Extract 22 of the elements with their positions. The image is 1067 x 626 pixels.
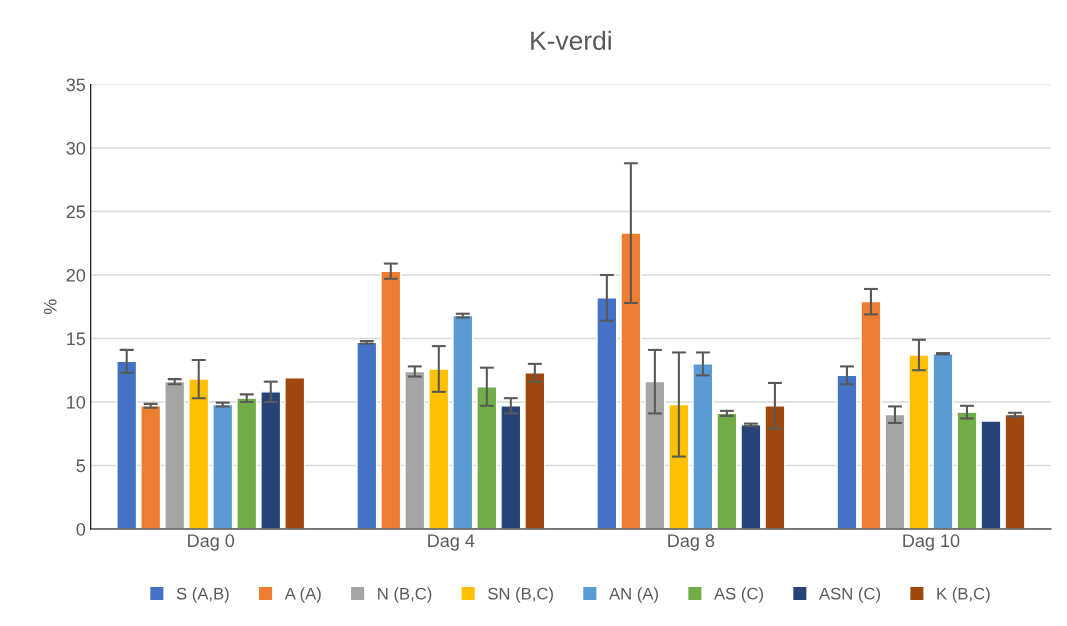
y-tick-label: 35	[66, 78, 86, 92]
legend-label: AS (C)	[714, 587, 763, 603]
y-tick-label: 5	[76, 459, 86, 473]
x-tick-label: Dag 0	[188, 534, 235, 551]
x-tick-label: Dag 8	[668, 534, 715, 551]
y-tick-label: 30	[66, 141, 86, 155]
y-axis-title: %	[43, 299, 57, 315]
y-tick-label: 15	[67, 332, 86, 346]
x-tick-label: Dag 10	[903, 534, 960, 551]
chart-title: K-verdi	[531, 30, 611, 51]
y-tick-label: 10	[67, 395, 86, 409]
x-tick-label: Dag 4	[428, 534, 475, 551]
legend-label: ASN (C)	[819, 587, 880, 603]
legend-label: S (A,B)	[176, 587, 229, 603]
legend-label: AN (A)	[609, 587, 658, 603]
legend-label: SN (B,C)	[488, 587, 553, 603]
y-tick-label: 20	[66, 268, 86, 282]
y-tick-label: 0	[76, 522, 86, 536]
legend-label: A (A)	[284, 587, 321, 603]
y-tick-label: 25	[66, 205, 86, 219]
legend-label: K (B,C)	[937, 587, 990, 603]
legend-label: N (B,C)	[378, 587, 432, 603]
